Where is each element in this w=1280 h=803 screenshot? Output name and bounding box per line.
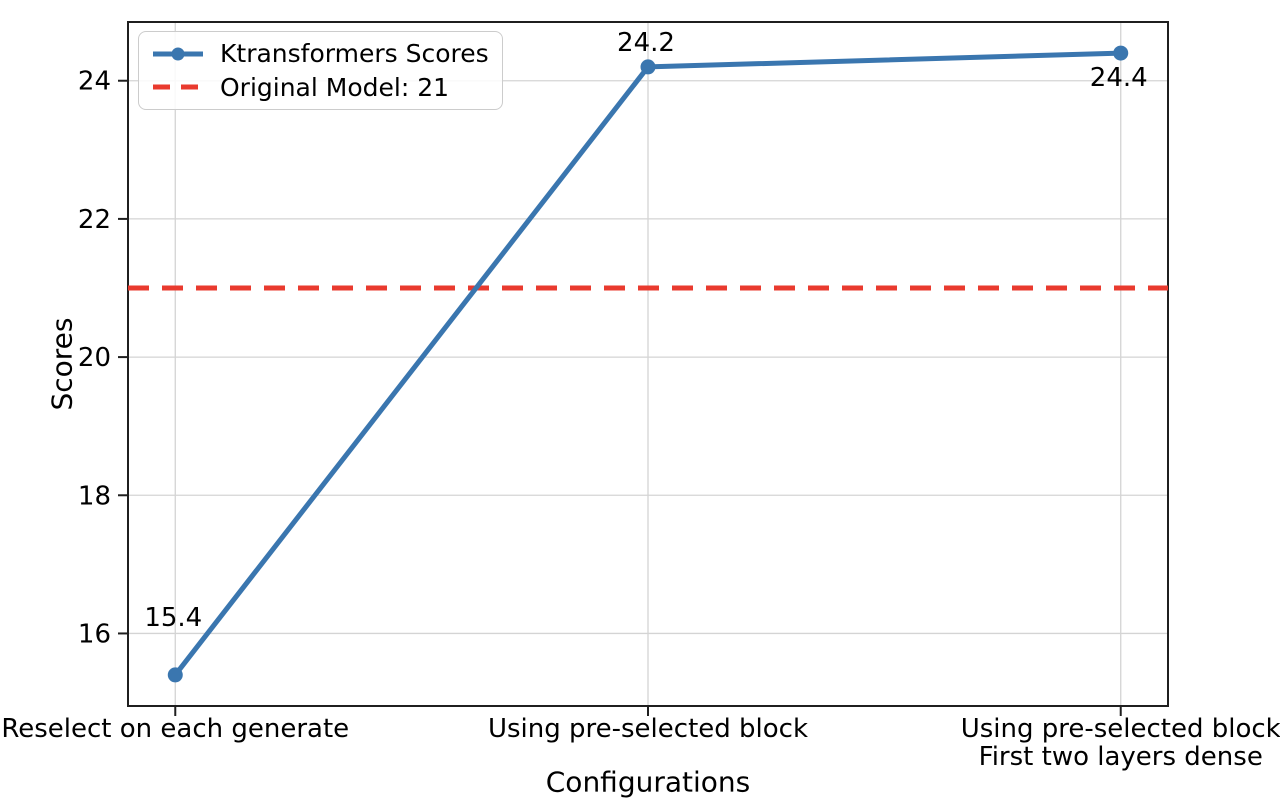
point-value-label: 24.4 (1090, 63, 1148, 93)
gridlines (128, 22, 1168, 706)
y-tick-label: 22 (78, 205, 111, 235)
line-marker-sample-icon (153, 47, 203, 61)
x-tick-label: Using pre-selected block (488, 714, 808, 744)
legend-item-reference: Original Model: 21 (150, 72, 489, 102)
point-value-label: 15.4 (144, 603, 202, 633)
legend-item-series: Ktransformers Scores (150, 40, 489, 68)
y-tick-label: 24 (78, 67, 111, 97)
y-tick-label: 16 (78, 619, 111, 649)
legend: Ktransformers Scores Original Model: 21 (138, 31, 503, 110)
data-point-marker (1113, 45, 1129, 61)
x-tick-label: Using pre-selected block (961, 714, 1280, 744)
plot-border (127, 21, 1169, 707)
x-axis-label: Configurations (545, 765, 751, 799)
legend-label-series: Ktransformers Scores (220, 39, 489, 68)
x-tick-label: First two layers dense (979, 742, 1263, 772)
y-tick-label: 18 (78, 481, 111, 511)
x-tick-label: Reselect on each generate (1, 714, 349, 744)
legend-label-reference: Original Model: 21 (220, 72, 450, 102)
point-value-label: 24.2 (617, 28, 675, 58)
axis-ticks: 16 18 20 22 24 Reselect on each generate Using… (1, 67, 1280, 772)
data-point-marker (167, 667, 183, 683)
y-tick-label: 20 (78, 343, 111, 373)
dashed-line-sample-icon (153, 84, 203, 90)
y-axis-label: Scores (45, 317, 79, 411)
data-point-marker (640, 59, 656, 75)
